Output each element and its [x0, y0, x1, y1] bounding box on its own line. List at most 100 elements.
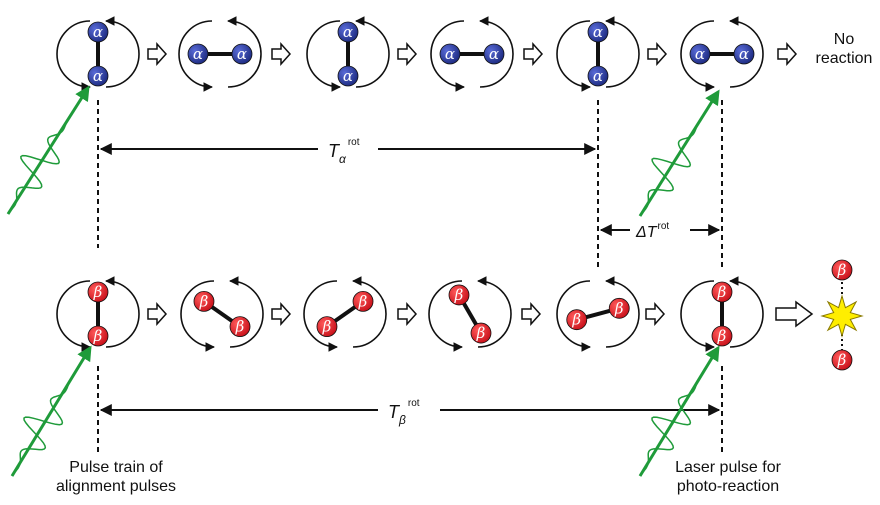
beta-atom-icon [831, 259, 853, 281]
guide-lines [97, 100, 723, 452]
beta-atom-icon [831, 349, 853, 371]
alpha-molecule: αα [56, 16, 140, 92]
alpha-atom-icon [337, 21, 359, 43]
laser-pulses [6, 85, 720, 477]
beta-atom-label: β [717, 327, 727, 345]
beta-atom-label: β [93, 327, 103, 345]
reaction-product: ββ [820, 259, 864, 371]
rotation-arrow-icon [729, 16, 764, 88]
beta-atom-label: β [93, 283, 103, 301]
rotation-arrow-icon [428, 280, 463, 352]
period-alpha-label: Tαrot [328, 137, 360, 166]
reaction-star-icon [820, 294, 864, 338]
alpha-atom-icon [87, 65, 109, 87]
alpha-atom-label: α [343, 67, 353, 85]
alpha-atom-label: α [489, 45, 499, 63]
beta-atom-label: β [199, 292, 209, 310]
step-arrow-icon [271, 42, 292, 66]
step-arrow-icon [271, 302, 292, 326]
alpha-atom-icon [733, 43, 755, 65]
beta-molecule: ββ [56, 276, 140, 352]
alpha-atom-icon [587, 65, 609, 87]
laser-pulse-icon [638, 89, 720, 217]
alpha-atom-icon [87, 21, 109, 43]
alpha-atom-label: α [93, 23, 103, 41]
beta-atom-icon [470, 322, 492, 344]
step-arrow-icon [521, 302, 542, 326]
beta-atom-icon [87, 281, 109, 303]
beta-atom-label: β [717, 283, 727, 301]
rotation-arrow-icon [556, 20, 591, 92]
rotation-arrow-icon [355, 16, 390, 88]
alpha-atom-icon [483, 43, 505, 65]
step-arrow-icon [645, 302, 666, 326]
alpha-atom-label: α [237, 45, 247, 63]
rotation-arrow-icon [479, 16, 514, 88]
step-arrow-icon [777, 42, 798, 66]
alpha-atom-icon [689, 43, 711, 65]
rotation-arrow-icon [105, 16, 140, 88]
alpha-atom-icon [337, 65, 359, 87]
beta-atom-label: β [322, 318, 332, 336]
step-arrow-icon [147, 42, 168, 66]
alpha-atom-icon [587, 21, 609, 43]
beta-atom-label: β [614, 299, 624, 317]
rotation-arrow-icon [178, 20, 213, 92]
rotation-arrow-icon [430, 20, 465, 92]
beta-molecule: ββ [556, 276, 640, 352]
alpha-atom-label: α [93, 67, 103, 85]
rotation-arrow-icon [56, 280, 91, 352]
rotation-arrow-icon [352, 276, 387, 348]
laser-pulse-icon [6, 85, 90, 215]
alpha-atom-label: α [695, 45, 705, 63]
beta-atom-icon [711, 281, 733, 303]
reaction-arrow-icon [775, 300, 814, 328]
alpha-molecule: αα [556, 16, 640, 92]
rotation-arrow-icon [227, 16, 262, 88]
rotation-arrow-icon [105, 276, 140, 348]
rotation-arrow-icon [605, 276, 640, 348]
beta-atom-icon [352, 290, 374, 312]
beta-molecule: ββ [303, 276, 387, 352]
alpha-atom-label: α [739, 45, 749, 63]
alpha-atom-label: α [445, 45, 455, 63]
rotation-arrow-icon [556, 280, 591, 352]
beta-atom-label: β [358, 292, 368, 310]
laser-pulse-label: Laser pulse for photo-reaction [675, 459, 781, 495]
alpha-atom-label: α [343, 23, 353, 41]
beta-atom-label: β [454, 286, 464, 304]
beta-atom-label: β [235, 318, 245, 336]
laser-pulse-icon [638, 345, 720, 477]
period-arrows [99, 143, 721, 416]
rotation-arrow-icon [477, 276, 512, 348]
alpha-atom-icon [231, 43, 253, 65]
step-arrow-icon [397, 302, 418, 326]
beta-molecule: ββ [680, 276, 764, 352]
rotation-arrow-icon [729, 276, 764, 348]
beta-molecule: ββ [428, 276, 512, 352]
rotation-arrow-icon [680, 280, 715, 352]
rotation-arrow-icon [306, 20, 341, 92]
step-arrow-icon [397, 42, 418, 66]
alpha-atom-label: α [593, 67, 603, 85]
alpha-atom-label: α [593, 23, 603, 41]
beta-atom-icon [566, 309, 588, 331]
beta-atom-icon [316, 316, 338, 338]
rotation-arrow-icon [303, 280, 338, 352]
step-arrow-icon [647, 42, 668, 66]
alpha-atom-icon [439, 43, 461, 65]
beta-atom-label: β [476, 324, 486, 342]
period-beta-label: Tβrot [388, 398, 420, 427]
beta-atom-label: β [837, 351, 847, 369]
rotation-arrow-icon [229, 276, 264, 348]
alpha-atom-icon [187, 43, 209, 65]
beta-atom-label: β [571, 311, 581, 329]
beta-atom-icon [87, 325, 109, 347]
no-reaction-label: No reaction [815, 31, 873, 67]
